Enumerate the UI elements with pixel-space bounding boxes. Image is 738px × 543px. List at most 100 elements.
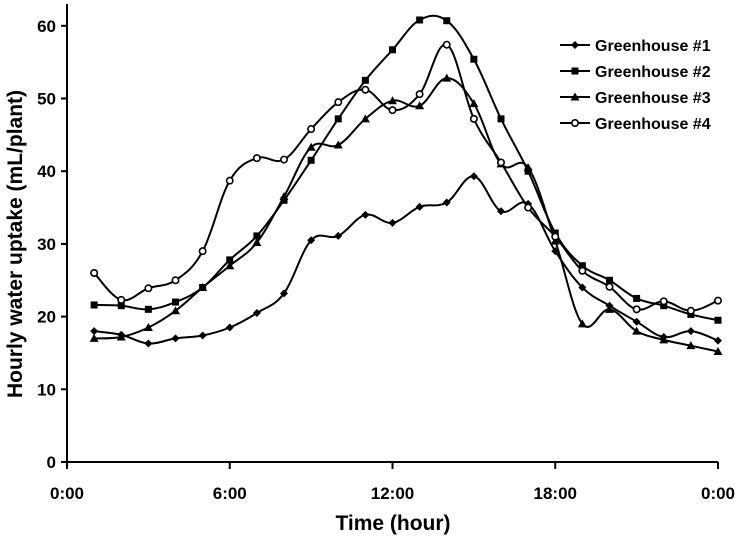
triangle-marker — [523, 163, 533, 172]
square-marker — [361, 76, 369, 84]
circle-marker — [198, 247, 207, 256]
triangle-marker — [388, 96, 397, 105]
triangle-marker — [469, 99, 479, 108]
diamond-marker — [415, 202, 424, 211]
triangle-marker — [577, 319, 587, 328]
diamond-marker — [632, 317, 641, 326]
legend-label: Greenhouse #4 — [595, 116, 711, 133]
legend-item: Greenhouse #3 — [560, 90, 711, 107]
square-marker — [443, 17, 451, 25]
diamond-marker — [361, 210, 370, 219]
x-tick-label: 18:00 — [534, 484, 577, 503]
diamond-marker — [198, 331, 207, 340]
triangle-marker — [415, 101, 425, 110]
y-tick-label: 30 — [37, 235, 56, 254]
diamond-marker — [307, 236, 316, 245]
diamond-marker — [225, 323, 234, 332]
square-marker — [633, 294, 641, 302]
triangle-marker — [333, 140, 343, 149]
series-line — [93, 175, 719, 345]
x-tick-label: 12:00 — [371, 484, 414, 503]
triangle-marker — [360, 114, 370, 123]
square-marker — [334, 115, 342, 123]
triangle-marker — [686, 341, 696, 350]
triangle-marker — [279, 192, 289, 201]
legend-label: Greenhouse #1 — [595, 38, 711, 55]
square-marker — [714, 316, 722, 324]
triangle-marker — [116, 332, 126, 341]
legend: Greenhouse #1 Greenhouse #2 Greenhouse #3 G… — [560, 38, 711, 133]
square-marker — [226, 256, 234, 264]
triangle-marker — [442, 73, 452, 82]
square-marker — [416, 16, 424, 24]
triangle-marker — [570, 92, 580, 101]
square-marker — [497, 115, 505, 123]
triangle-marker — [632, 326, 642, 335]
triangle-marker — [659, 335, 669, 344]
square-marker — [389, 46, 396, 54]
legend-item: Greenhouse #1 — [560, 38, 711, 55]
diamond-marker — [334, 231, 343, 240]
diamond-marker — [144, 339, 153, 348]
circle-marker — [171, 276, 180, 285]
x-tick-label: 0:00 — [50, 484, 84, 503]
diamond-marker — [469, 172, 478, 181]
circle-marker — [307, 125, 316, 134]
y-tick-label: 10 — [37, 380, 56, 399]
legend-label: Greenhouse #3 — [595, 90, 711, 107]
x-axis-title: Time (hour) — [335, 512, 450, 535]
circle-marker — [524, 203, 533, 212]
y-tick-label: 40 — [37, 162, 56, 181]
circle-marker — [117, 295, 126, 304]
diamond-marker — [90, 327, 99, 336]
legend-item: Greenhouse #4 — [560, 116, 711, 133]
square-marker — [280, 196, 288, 204]
series-4 — [90, 40, 722, 315]
axes: 0 10 20 30 40 50 60 0:00 6:00 12:00 18:00 0:00 — [37, 4, 735, 503]
square-marker — [117, 302, 125, 310]
series-line — [93, 43, 719, 312]
square-marker — [90, 301, 98, 309]
square-marker — [172, 298, 179, 306]
square-marker — [524, 167, 532, 175]
circle-marker — [551, 232, 560, 241]
circle-marker — [252, 154, 261, 163]
square-marker — [660, 302, 668, 310]
square-marker — [307, 156, 315, 164]
triangle-marker — [143, 323, 153, 332]
legend-item: Greenhouse #2 — [560, 64, 711, 81]
y-tick-label: 50 — [37, 90, 56, 109]
circle-marker — [334, 98, 343, 107]
diamond-marker — [280, 289, 288, 298]
diamond-marker — [388, 218, 397, 227]
diamond-marker — [686, 327, 695, 336]
series-2 — [90, 14, 722, 324]
circle-marker — [279, 155, 288, 164]
diamond-marker — [578, 283, 587, 292]
y-axis-title: Hourly water uptake (mL/plant) — [4, 90, 27, 398]
square-marker — [253, 232, 261, 240]
square-marker — [578, 262, 586, 270]
triangle-marker — [225, 261, 235, 270]
series-layer — [89, 14, 723, 355]
series-1 — [90, 172, 722, 348]
circle-marker — [361, 85, 370, 94]
diamond-marker — [252, 308, 261, 317]
diamond-marker — [714, 336, 722, 345]
diamond-marker — [497, 207, 505, 216]
triangle-marker — [171, 306, 180, 315]
y-tick-label: 0 — [47, 453, 56, 472]
square-marker — [571, 67, 579, 75]
series-line — [94, 14, 719, 322]
square-marker — [470, 55, 478, 63]
circle-marker — [713, 296, 722, 305]
x-tick-label: 0:00 — [701, 484, 735, 503]
triangle-marker — [198, 283, 208, 292]
triangle-marker — [252, 237, 262, 246]
circle-marker — [578, 266, 587, 275]
triangle-marker — [713, 346, 723, 355]
diamond-marker — [171, 334, 180, 343]
circle-marker — [632, 305, 641, 314]
triangle-marker — [605, 304, 614, 313]
